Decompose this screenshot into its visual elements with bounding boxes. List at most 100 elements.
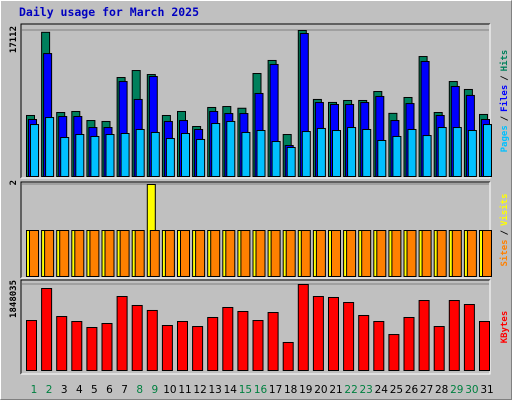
bar	[135, 128, 145, 177]
bar	[180, 230, 190, 277]
x-tick-label: 1	[31, 384, 38, 396]
x-tick-label: 29	[450, 384, 463, 396]
plot-border-dark	[20, 279, 490, 374]
bar	[60, 137, 70, 178]
legend-separator: /	[500, 230, 510, 235]
bar	[29, 230, 39, 277]
bar	[297, 284, 309, 371]
bar	[406, 230, 417, 277]
legend-entry: Files	[499, 85, 510, 112]
bar	[271, 141, 281, 178]
bar	[149, 230, 160, 277]
x-tick-label: 26	[405, 384, 419, 396]
bar	[448, 300, 460, 371]
bar	[196, 138, 206, 177]
bar	[285, 230, 296, 277]
x-tick-label: 2	[46, 384, 53, 396]
bar	[328, 296, 339, 371]
bar	[89, 230, 100, 277]
bar	[433, 326, 445, 371]
bar	[225, 230, 236, 277]
x-tick-label: 5	[91, 384, 98, 396]
x-tick-label: 19	[299, 384, 312, 396]
bar	[312, 296, 324, 372]
bar	[195, 230, 206, 277]
x-tick-label: 7	[121, 384, 128, 396]
legend-entry: Visits	[499, 193, 510, 226]
bar	[150, 131, 160, 178]
plot-border-light	[21, 182, 491, 279]
bar	[392, 135, 402, 177]
bar	[436, 230, 447, 277]
bar	[237, 310, 249, 372]
bar	[104, 230, 115, 277]
legend-entry: Hits	[499, 50, 510, 72]
bar	[361, 230, 372, 277]
bar	[45, 117, 55, 177]
bar	[101, 322, 113, 371]
legend: KBytes	[500, 311, 510, 344]
bar	[377, 139, 387, 177]
x-tick-label: 3	[61, 384, 68, 396]
bar	[252, 320, 264, 371]
bar	[26, 320, 37, 371]
bar	[373, 320, 385, 371]
x-tick-label: 18	[284, 384, 297, 396]
bar	[358, 314, 370, 371]
x-tick-label: 31	[480, 384, 493, 396]
x-tick-label: 22	[344, 384, 357, 396]
x-tick-label: 8	[136, 384, 143, 396]
bar	[177, 320, 188, 371]
bar	[388, 334, 400, 372]
bar	[74, 230, 85, 277]
x-tick-label: 14	[224, 384, 238, 396]
bar	[422, 135, 432, 177]
bar	[270, 230, 281, 277]
legend-separator: /	[500, 75, 510, 80]
legend-separator: /	[500, 116, 510, 121]
bar	[131, 304, 143, 371]
bar	[421, 230, 432, 277]
x-tick-label: 23	[360, 384, 373, 396]
bar	[90, 135, 100, 177]
legend-entry: Pages	[500, 125, 510, 152]
bar	[479, 320, 490, 371]
bar	[300, 230, 311, 277]
bar	[301, 131, 311, 177]
bar	[161, 324, 173, 371]
legend: Pages / Files / Hits	[499, 50, 510, 153]
bar	[467, 130, 477, 177]
bar	[286, 146, 296, 178]
x-tick-label: 27	[420, 384, 433, 396]
x-tick-label: 13	[209, 384, 222, 396]
bar	[44, 230, 55, 277]
bar	[59, 230, 70, 277]
bar	[255, 230, 266, 277]
bar	[346, 230, 357, 277]
legend-entry: KBytes	[500, 311, 510, 344]
bar	[315, 230, 326, 277]
bar	[240, 230, 251, 277]
bar	[146, 309, 158, 371]
bar	[331, 230, 341, 277]
bar	[451, 230, 462, 277]
bar	[463, 304, 475, 372]
bar	[226, 120, 236, 177]
bar	[407, 128, 417, 177]
x-tick-label: 17	[269, 384, 282, 396]
bar	[120, 132, 130, 177]
bar	[418, 300, 430, 371]
x-tick-label: 28	[435, 384, 448, 396]
bar	[452, 127, 462, 178]
x-tick-label: 11	[178, 384, 191, 396]
bar	[116, 296, 128, 372]
bar	[343, 302, 355, 371]
bar	[134, 230, 145, 277]
bar	[30, 124, 39, 177]
bar	[56, 316, 68, 372]
x-tick-label: 9	[151, 384, 158, 396]
legend-entry: Sites	[499, 239, 510, 266]
bar	[403, 316, 415, 372]
chart-title: Daily usage for March 2025	[19, 5, 199, 19]
